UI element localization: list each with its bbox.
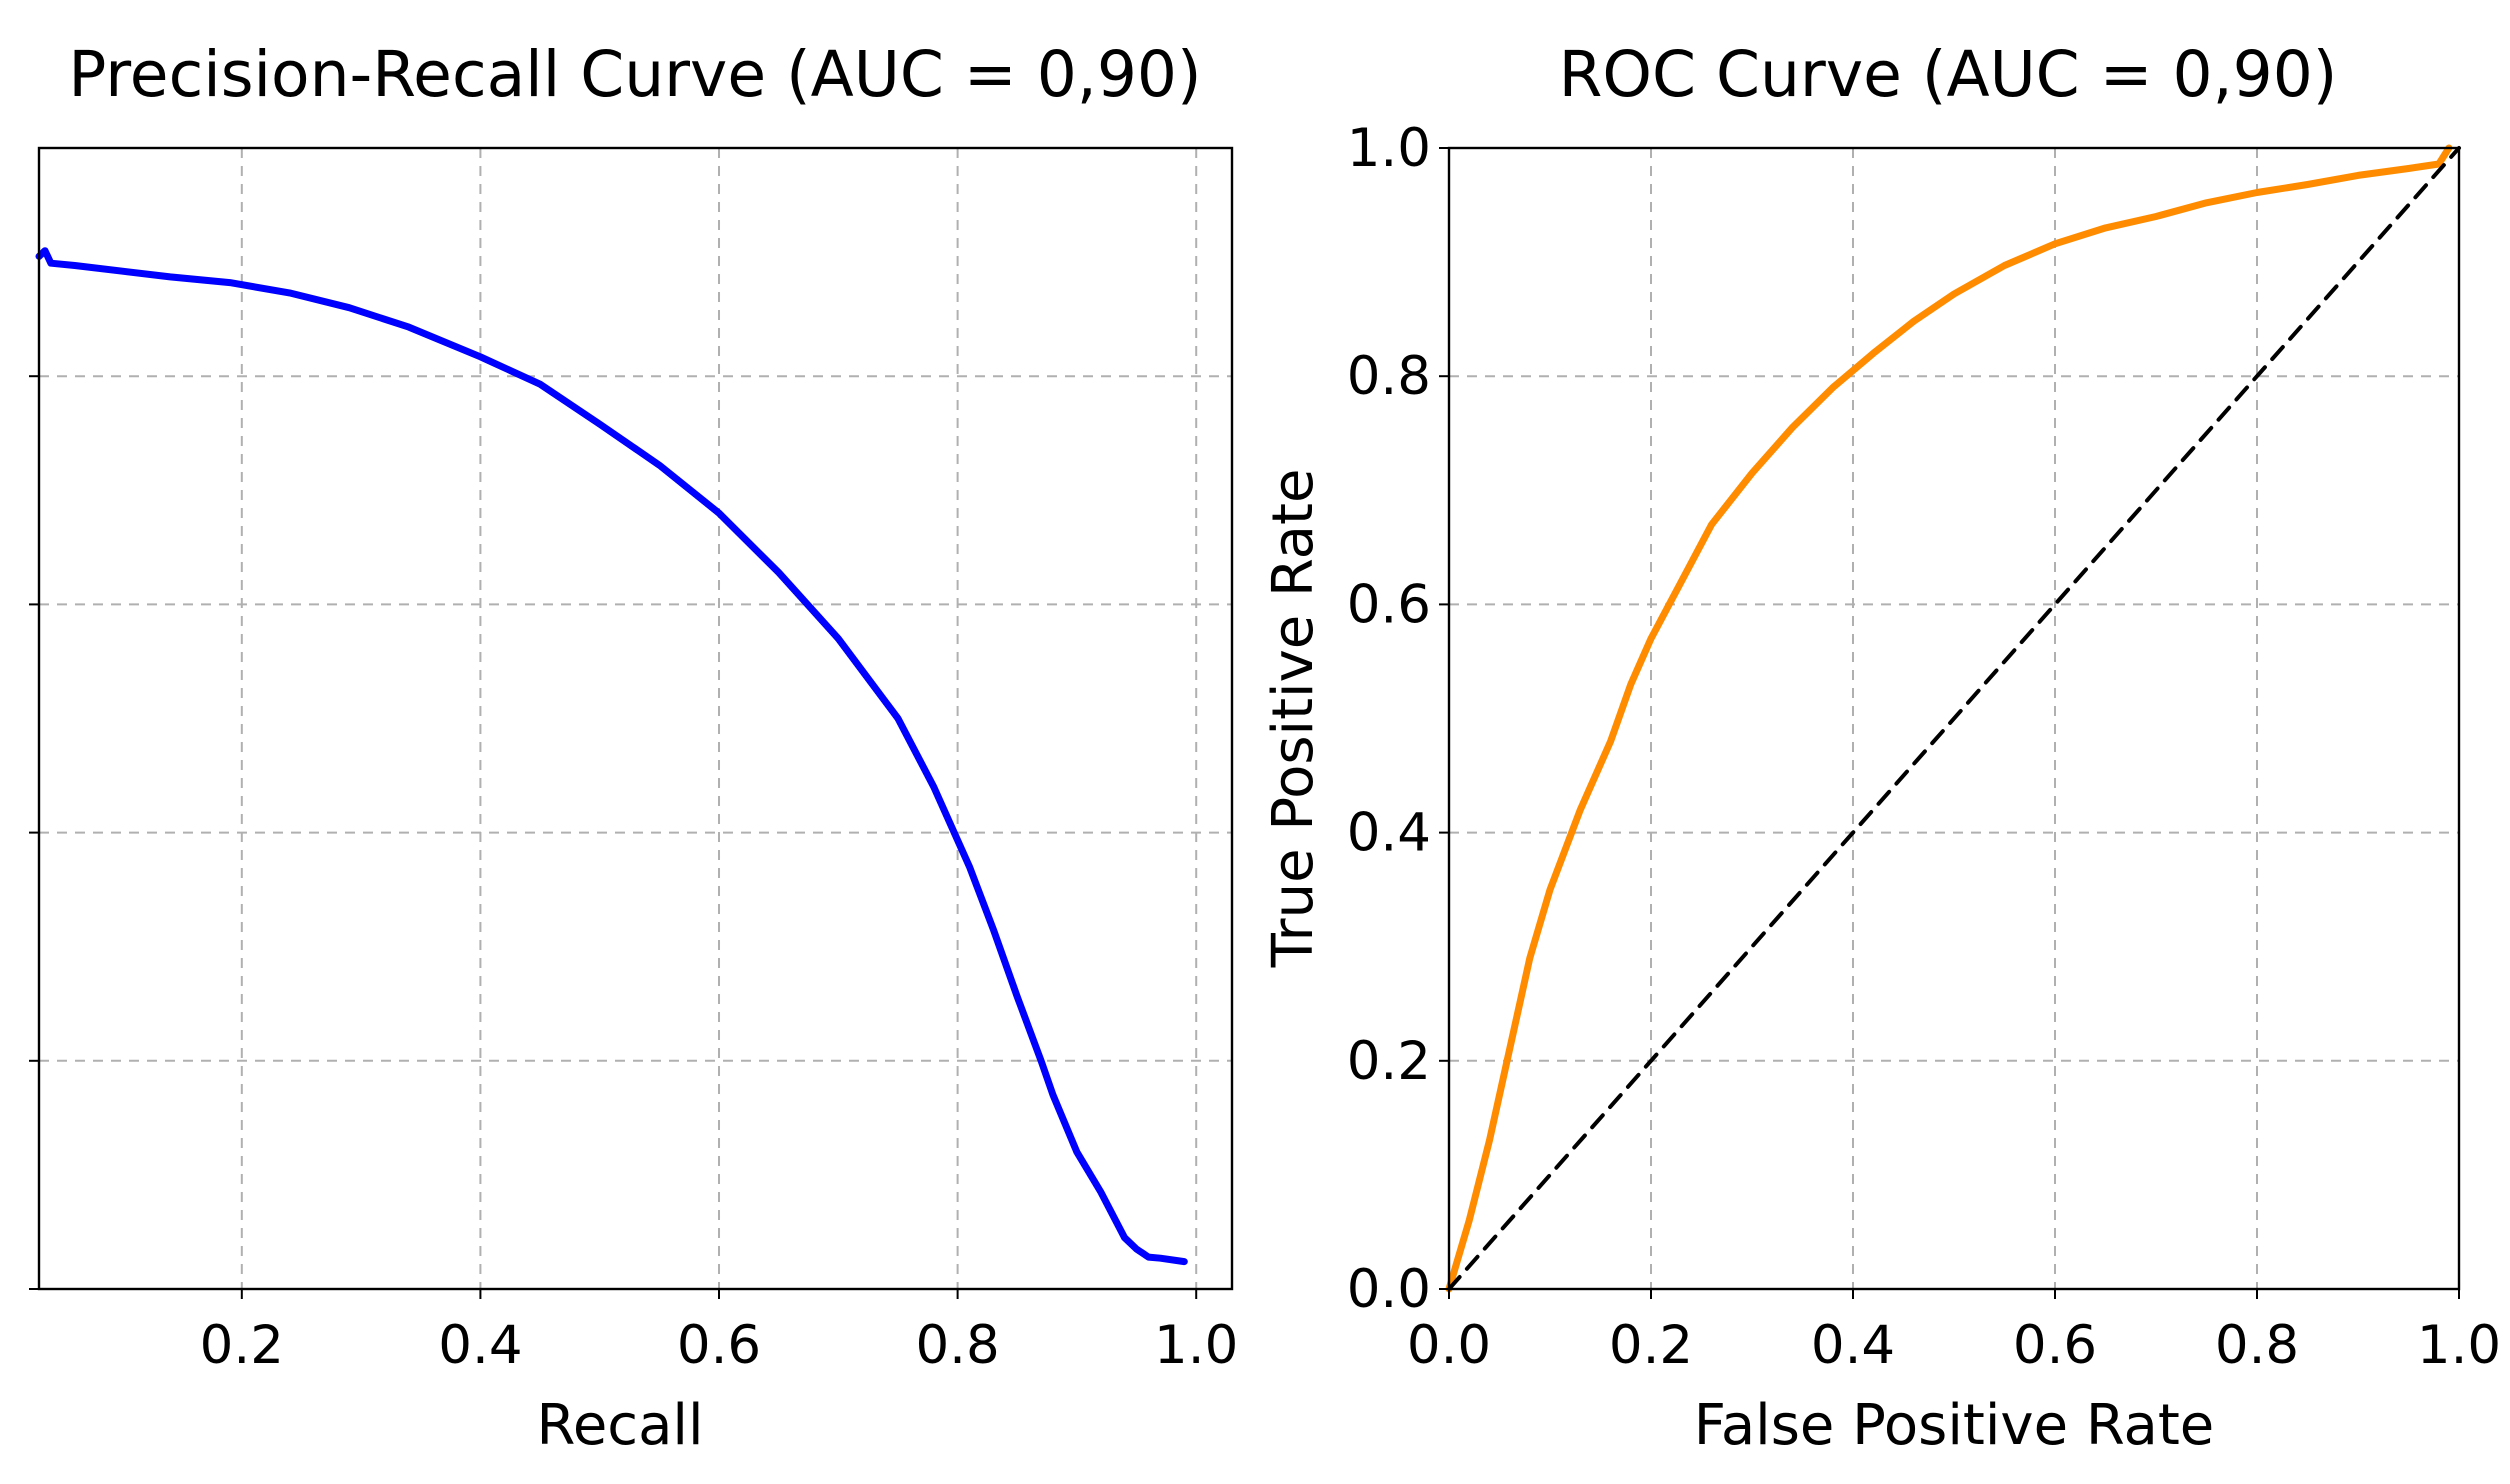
pr-plot-frame (37, 146, 1234, 1291)
pr-x-tick-label: 0.8 (915, 1315, 999, 1376)
pr-curve-line (35, 247, 1188, 1266)
roc-curve-line (1445, 144, 2453, 1293)
pr-x-tick-label: 0.6 (677, 1315, 761, 1376)
roc-x-tick-label: 0.6 (2013, 1315, 2097, 1376)
roc-x-tick-label: 0.2 (1609, 1315, 1693, 1376)
precision-recall-chart: Precision-Recall Curve (AUC = 0,90) 0.2 0… (29, 38, 1238, 1458)
roc-x-tick-label: 0.4 (1811, 1315, 1895, 1376)
roc-x-tick-label: 0.8 (2215, 1315, 2299, 1376)
roc-axis-ticks: 0.0 0.2 0.4 0.6 0.8 1.0 0.0 0.2 0.4 0.6 0.8 1.0 (1347, 118, 2501, 1376)
pr-chart-title: Precision-Recall Curve (AUC = 0,90) (68, 38, 1201, 111)
roc-y-tick-label: 0.0 (1347, 1259, 1431, 1320)
pr-axis-ticks: 0.2 0.4 0.6 0.8 1.0 (29, 375, 1238, 1376)
roc-y-axis-label: True Positive Rate (1261, 469, 1326, 969)
pr-x-tick-label: 0.4 (438, 1315, 522, 1376)
pr-series-lines (35, 247, 1188, 1266)
roc-chart-title: ROC Curve (AUC = 0,90) (1559, 38, 2338, 111)
roc-plot-frame (1447, 146, 2461, 1291)
roc-chart: ROC Curve (AUC = 0,90) 0.0 0.2 0.4 0.6 0.8 1.… (1261, 38, 2501, 1458)
roc-y-tick-label: 1.0 (1347, 118, 1431, 179)
roc-series-lines (1445, 144, 2461, 1293)
pr-x-tick-label: 0.2 (200, 1315, 284, 1376)
roc-reference-line (1447, 146, 2461, 1291)
roc-y-tick-label: 0.2 (1347, 1031, 1431, 1092)
pr-x-tick-label: 1.0 (1154, 1315, 1238, 1376)
roc-y-tick-label: 0.6 (1347, 574, 1431, 635)
roc-x-tick-label: 1.0 (2417, 1315, 2501, 1376)
roc-x-axis-label: False Positive Rate (1694, 1393, 2214, 1458)
pr-x-axis-label: Recall (536, 1393, 703, 1458)
roc-y-tick-label: 0.8 (1347, 346, 1431, 407)
roc-x-tick-label: 0.0 (1407, 1315, 1491, 1376)
roc-y-tick-label: 0.4 (1347, 803, 1431, 864)
